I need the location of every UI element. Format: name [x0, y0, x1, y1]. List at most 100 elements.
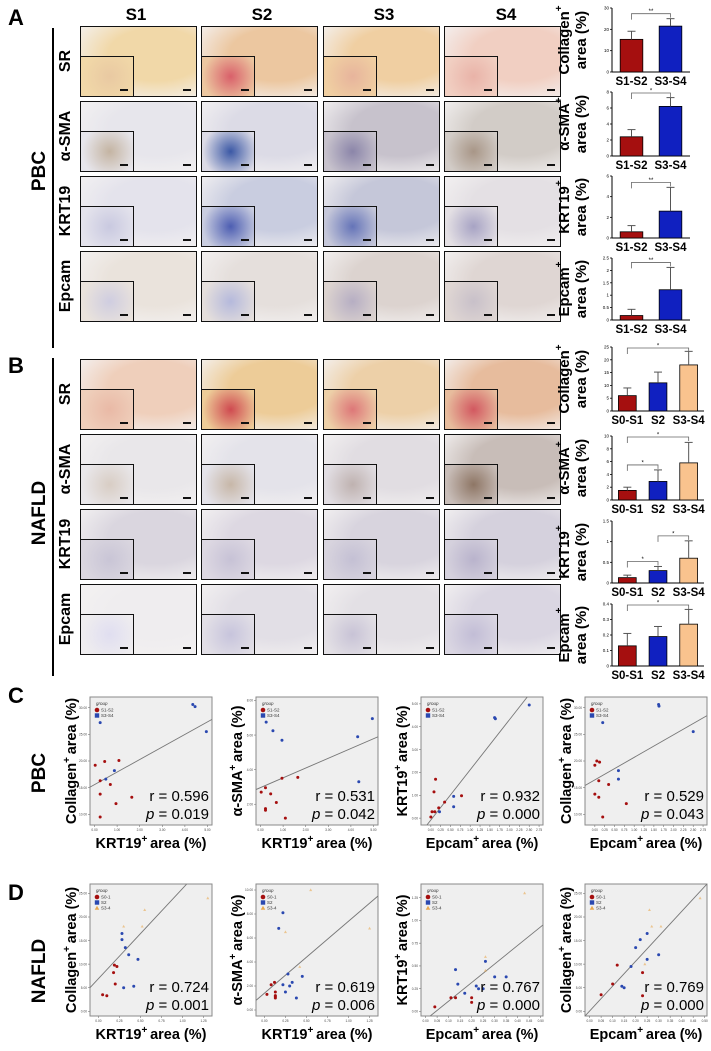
y-axis-label: KRT19+ [554, 180, 573, 234]
x-axis-label-sup: + [141, 834, 150, 845]
micrograph-sr-pbc-2 [201, 26, 318, 97]
y-tick-label: 0.3 [603, 617, 610, 622]
bar-S2 [648, 382, 668, 412]
x-tick-label: 0.10 [446, 1019, 452, 1023]
y-tick-label: 0.5 [603, 560, 610, 565]
micrograph-asma-nafld-4 [444, 434, 561, 505]
x-tick-label: 0.05 [598, 1019, 604, 1023]
data-point-S1-S2 [117, 758, 121, 762]
micrograph-inset [81, 388, 134, 429]
micrograph-inset [81, 613, 134, 654]
x-axis-label-sup: + [637, 834, 646, 845]
x-tick-label: 4.00 [182, 828, 188, 832]
legend-label: S0-1 [596, 895, 606, 900]
legend-title: group [427, 701, 439, 706]
significance-bracket [631, 262, 671, 269]
data-point-S2 [456, 982, 460, 986]
scale-bar [119, 422, 128, 424]
data-point-S3-S4 [370, 717, 374, 721]
x-tick-label: 0.35 [503, 1019, 509, 1023]
bar-S3-S4 [679, 557, 698, 584]
micrograph-inset [324, 55, 377, 96]
micrograph-inset [445, 130, 498, 171]
data-point-S1-S2 [598, 760, 602, 764]
micrograph-inset [445, 613, 498, 654]
micrograph-epcam-nafld-3 [323, 584, 440, 655]
significance-bracket [626, 347, 690, 354]
micrograph-inset [324, 205, 377, 246]
p-value: = 0.043 [649, 806, 704, 823]
p-value: = 0.000 [649, 997, 704, 1014]
scale-bar [304, 314, 312, 316]
x-tick-label: S3-S4 [673, 587, 706, 599]
micrograph-inset [202, 388, 255, 429]
y-tick-label: 6.00 [247, 733, 253, 737]
legend-label: S3-S4 [596, 713, 609, 718]
x-tick-label: 1.50 [487, 828, 493, 832]
data-point-S2 [120, 932, 124, 935]
data-point-S3-S4 [437, 810, 441, 814]
legend-marker-square [589, 713, 595, 718]
x-axis-label-unit: area (%) [482, 836, 539, 852]
bar-chart-A-collagen: Collagen+area (%) 0 10 20 30 S1-S2 S3-S4 ** [554, 5, 690, 88]
legend-marker-circle [94, 894, 100, 900]
x-axis-label-unit: area (%) [646, 836, 703, 852]
scale-bar [426, 422, 434, 424]
x-axis-label-main: KRT19 [262, 1027, 308, 1043]
y-axis-label-sup: + [228, 951, 239, 960]
bar-S0-S1 [618, 577, 637, 584]
regression-line [256, 736, 378, 790]
plot-area [420, 696, 544, 826]
legend-label: S1-S2 [267, 708, 280, 713]
x-tick-label: 2.00 [670, 828, 676, 832]
legend-title: group [96, 888, 108, 893]
significance-bracket [626, 464, 659, 471]
column-header-s3: S3 [373, 5, 395, 24]
y-tick-label: 4.00 [412, 725, 418, 729]
data-point-S2 [620, 984, 624, 988]
legend-title: group [262, 888, 274, 893]
bar-chart-B-asma: α-SMA+ area (%) 0 2 4 6 8 10 S0-S1 S2 S3-S4 * * [554, 433, 705, 517]
legend-label: S3-4 [596, 906, 606, 911]
micrograph-krt19-pbc-2 [201, 176, 318, 247]
x-tick-label: 1.00 [631, 828, 637, 832]
legend-marker-square [94, 713, 100, 718]
panel-letter-b: B [8, 353, 24, 378]
y-tick-label: 0.00 [81, 1009, 87, 1013]
y-tick-label: 10 [604, 48, 610, 53]
data-point-S2 [622, 986, 626, 990]
bar-S3-S4 [658, 106, 683, 157]
data-point-S2 [281, 983, 285, 987]
bar-chart-A-krt19: KRT19+ area (%) 0 2 4 6 S1-S2 S3-S4 ** [554, 174, 690, 254]
y-tick-label: 20 [604, 357, 610, 362]
p-value: = 0.019 [154, 806, 209, 823]
scale-bar [426, 164, 434, 166]
plot-area [584, 696, 708, 826]
data-point-S2 [294, 996, 298, 1000]
x-axis-label: Epcam+ area (%) [590, 834, 703, 852]
y-axis-label-unit: area (%) [230, 894, 246, 951]
data-point-S1-S2 [429, 815, 433, 819]
y-tick-label: 3.00 [412, 748, 418, 752]
x-tick-label: 0.50 [137, 1019, 143, 1023]
micrograph-epcam-pbc-1 [80, 251, 197, 322]
x-tick-label: 1.25 [366, 1019, 372, 1023]
bar-S2 [648, 570, 668, 584]
y-tick-label: 20.00 [79, 915, 87, 919]
y-tick-label: 25.00 [574, 892, 582, 896]
y-tick-label: 0 [606, 498, 609, 503]
x-tick-label: 0.45 [690, 1019, 696, 1023]
data-point-S1-S2 [263, 786, 267, 790]
y-tick-label: 30.00 [79, 706, 87, 710]
scatter-chart-C1: 10.00 15.00 20.00 25.00 30.00 0.00 1.00 2.00 3.0… [62, 696, 213, 852]
y-axis-label-sup: + [393, 762, 404, 771]
bar-S3-S4 [658, 289, 683, 321]
x-tick-label: 2.75 [536, 828, 542, 832]
y-tick-label: 4 [606, 122, 609, 127]
micrograph-inset [445, 388, 498, 429]
x-axis-label-sup: + [307, 1025, 316, 1036]
scale-bar [483, 314, 492, 316]
legend-title: group [96, 701, 108, 706]
x-tick-label: S3-S4 [655, 324, 688, 336]
data-point-S0-1 [611, 982, 615, 986]
